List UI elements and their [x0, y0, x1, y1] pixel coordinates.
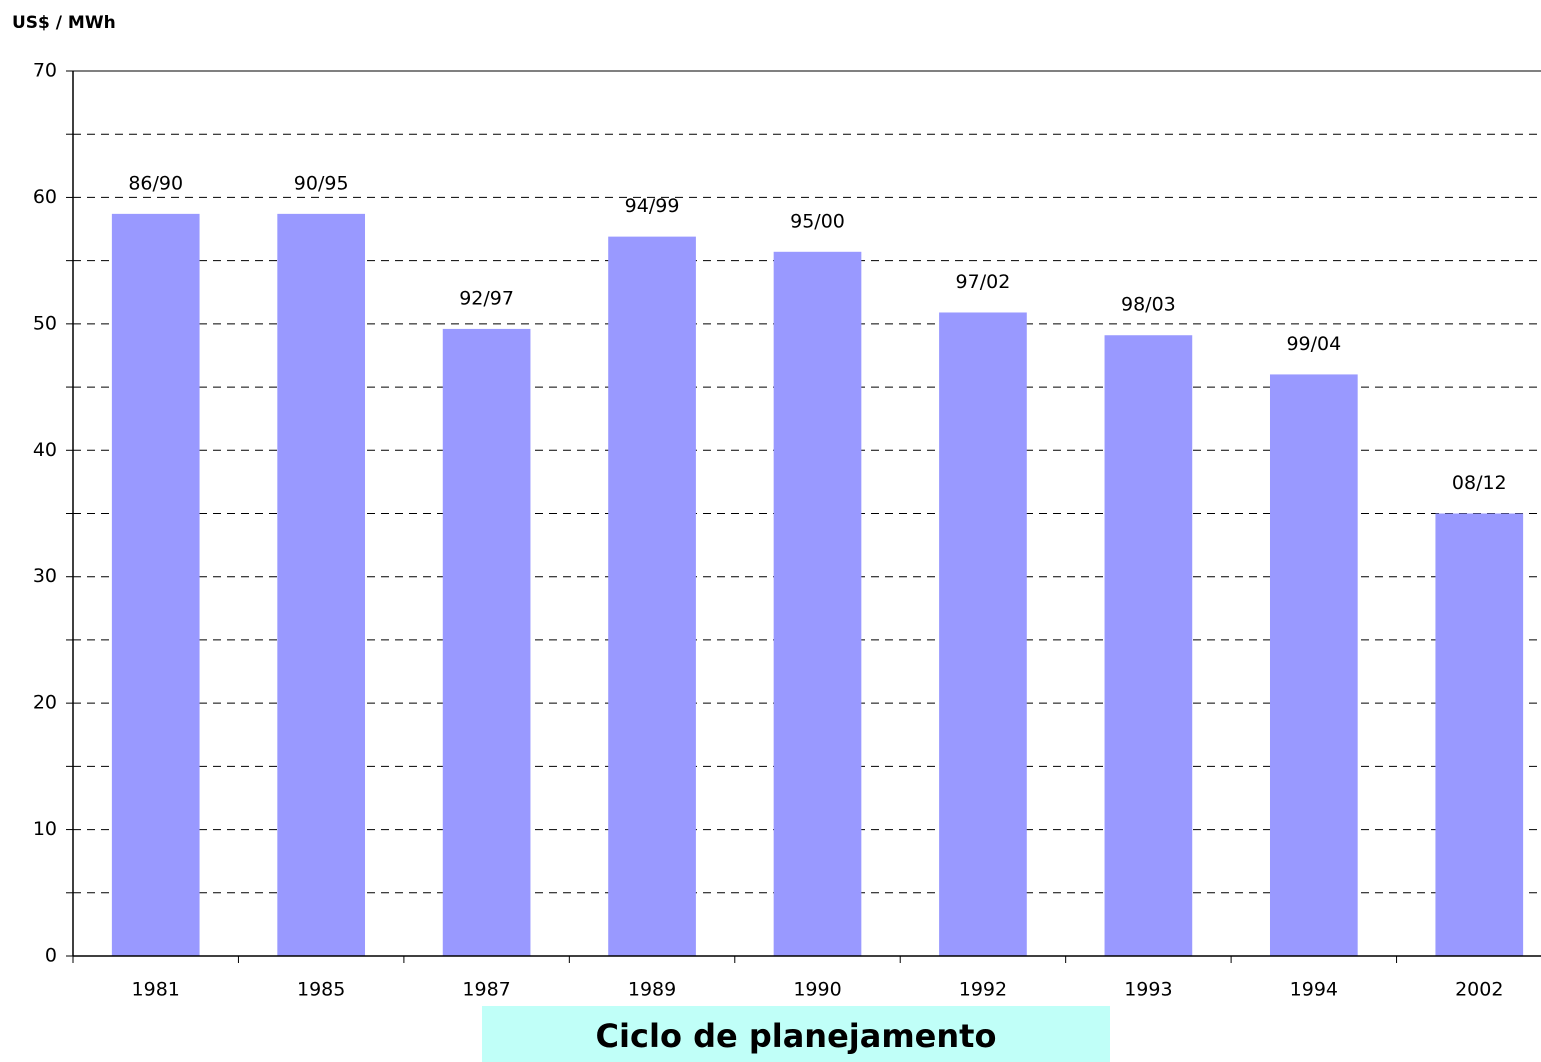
bar — [608, 236, 696, 956]
x-tick-label: 1994 — [1290, 979, 1338, 1001]
x-tick-label: 1987 — [462, 979, 510, 1001]
x-axis-title: Ciclo de planejamento — [596, 1017, 997, 1055]
bar — [1104, 335, 1193, 956]
y-tick-label: 10 — [33, 818, 57, 840]
bar-annotation: 90/95 — [294, 172, 349, 194]
bar — [277, 213, 366, 957]
bar-annotation: 94/99 — [625, 195, 680, 217]
y-tick-label: 50 — [33, 312, 57, 334]
x-axis-title-box — [482, 1006, 1110, 1062]
bar — [442, 328, 531, 956]
y-axis-title: US$ / MWh — [12, 13, 116, 33]
bar — [1435, 513, 1524, 956]
bar-annotation: 92/97 — [459, 287, 514, 309]
bar-annotation: 97/02 — [956, 271, 1011, 293]
bar — [1269, 374, 1358, 956]
y-tick-label: 30 — [33, 565, 57, 587]
bar-annotation: 99/04 — [1286, 333, 1341, 355]
x-tick-label: 1992 — [959, 979, 1007, 1001]
x-tick-label: 1985 — [297, 979, 345, 1001]
x-tick-label: 2002 — [1455, 979, 1503, 1001]
y-tick-label: 0 — [45, 945, 57, 967]
bar-annotation: 95/00 — [790, 210, 845, 232]
x-tick-label: 1990 — [793, 979, 841, 1001]
bar — [939, 312, 1027, 956]
x-tick-label: 1989 — [628, 979, 676, 1001]
y-tick-label: 70 — [33, 60, 57, 82]
y-tick-label: 20 — [33, 692, 57, 714]
x-tick-label: 1981 — [132, 979, 180, 1001]
bar-annotation: 86/90 — [128, 172, 183, 194]
bar — [111, 213, 200, 957]
bar-annotation: 08/12 — [1452, 472, 1507, 494]
x-tick-label: 1993 — [1124, 979, 1172, 1001]
bar-annotation: 98/03 — [1121, 294, 1176, 316]
bar — [773, 251, 862, 957]
y-tick-label: 40 — [33, 439, 57, 461]
y-tick-label: 60 — [33, 186, 57, 208]
